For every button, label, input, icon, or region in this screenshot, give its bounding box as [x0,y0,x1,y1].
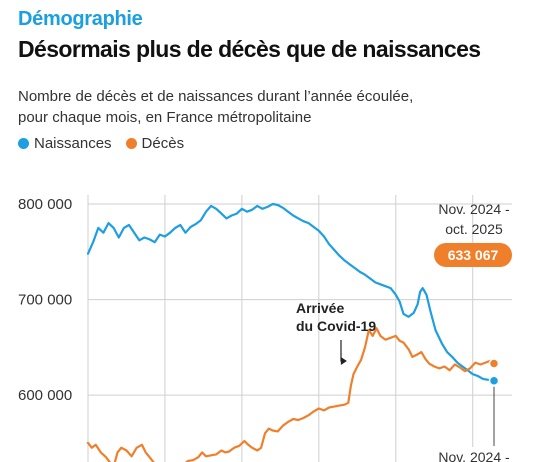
grid-lines [87,195,512,462]
covid-annotation-line-1: Arrivée [296,300,344,316]
deces-value-badge [434,243,512,267]
legend-item-deces: Décès [125,135,185,152]
y-axis-labels: 800 000 700 000 600 000 [18,196,72,404]
naissances-end-dot [488,375,500,387]
end-callouts: Nov. 2024 - oct. 2025 633 067 Nov. 2024 … [432,201,518,462]
chart-title: Désormais plus de décès que de naissance… [18,36,481,62]
naissances-line [86,202,496,382]
chart-subtitle: Nombre de décès et de naissances durant … [18,86,518,128]
legend: Naissances Décès [18,135,198,152]
callout-period-top-line-1: Nov. 2024 - [438,201,510,217]
deces-value-label: 633 067 [448,247,499,263]
covid-annotation: Arrivée du Covid-19 [296,300,376,365]
deces-end-dot [488,358,500,369]
legend-item-naissances: Naissances [18,135,112,152]
legend-dot-deces [125,138,137,149]
legend-label-naissances: Naissances [34,135,112,152]
kicker: Démographie [18,8,143,30]
y-tick-label: 800 000 [18,196,72,213]
legend-label-deces: Décès [141,135,185,152]
series-lines [86,202,496,462]
y-tick-label: 700 000 [18,292,72,309]
legend-dot-naissances [18,138,29,149]
covid-annotation-line-2: du Covid-19 [296,318,376,334]
deces-line [86,327,496,462]
subtitle-line-1: Nombre de décès et de naissances durant … [18,88,414,105]
callout-period-top-line-2: oct. 2025 [445,221,503,237]
subtitle-line-2: pour chaque mois, en France métropolitai… [18,109,312,126]
end-markers [488,358,500,446]
covid-arrowhead [340,357,347,365]
callout-period-bottom-bg [432,447,518,462]
callout-period-bottom-line-1: Nov. 2024 - [438,449,510,462]
y-tick-label: 600 000 [18,387,72,404]
